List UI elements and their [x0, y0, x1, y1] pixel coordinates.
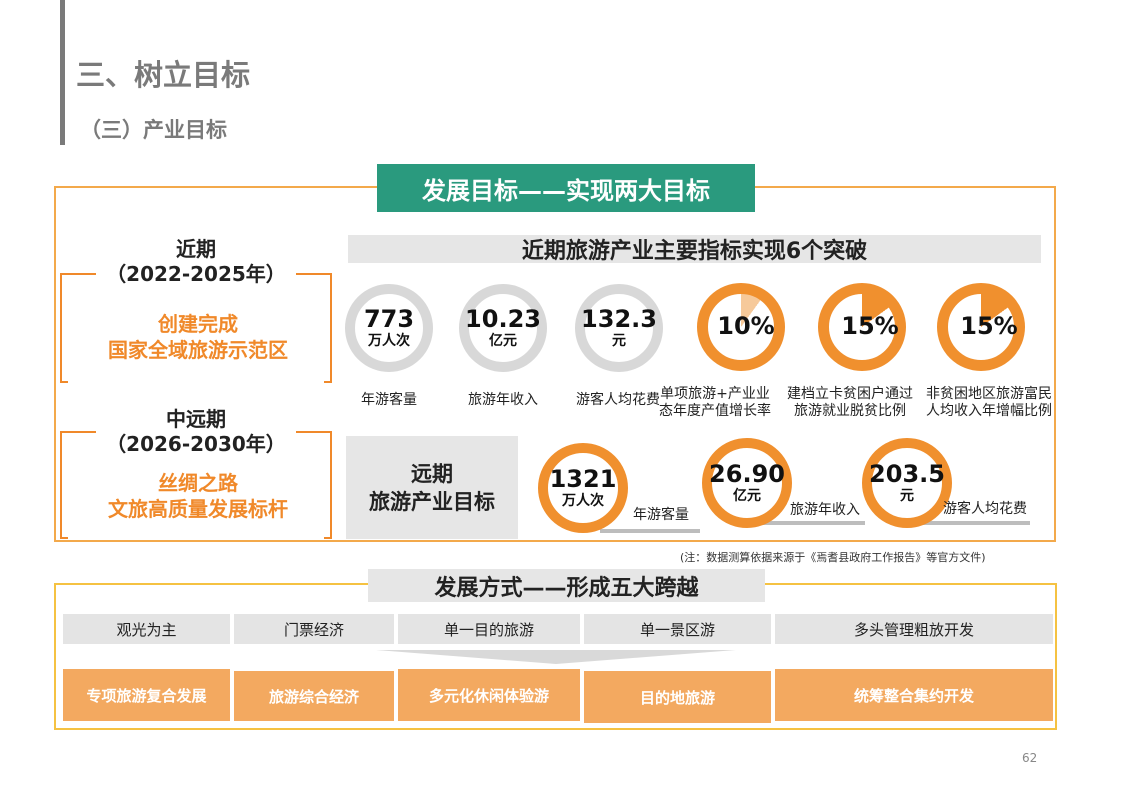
from-item: 多头管理粗放开发: [775, 614, 1053, 644]
far-underline: [905, 521, 1030, 525]
to-item: 统筹整合集约开发: [775, 669, 1053, 721]
metric-value: 26.90: [709, 460, 785, 488]
far-underline: [600, 529, 700, 533]
near-phase-title: 近期: [176, 237, 216, 261]
near-phase-goal-line2: 国家全域旅游示范区: [108, 338, 288, 362]
from-item: 观光为主: [63, 614, 230, 644]
metric-unit: 亿元: [733, 488, 761, 504]
modes-heading: 发展方式——形成五大跨越: [368, 569, 765, 602]
metric-value: 1321: [549, 465, 617, 493]
far-ring-revenue: 26.90 亿元: [702, 438, 792, 528]
metric-label: 旅游年收入: [468, 392, 538, 408]
far-metric-label: 年游客量: [633, 507, 689, 523]
mid-phase-goal-line1: 丝绸之路: [158, 471, 238, 495]
metric-label: 年游客量: [361, 392, 417, 408]
near-phase-goal-line1: 创建完成: [158, 312, 238, 336]
transition-arrow: [376, 650, 736, 664]
metric-unit: 万人次: [368, 333, 410, 349]
far-underline: [745, 521, 865, 525]
far-term-line1: 远期: [411, 461, 453, 486]
to-item: 多元化休闲体验游: [398, 669, 580, 721]
source-note: (注：数据测算依据来源于《焉耆县政府工作报告》等官方文件): [680, 551, 986, 564]
near-phase-period: （2022-2025年）: [106, 262, 286, 286]
metric-unit: 元: [900, 488, 914, 504]
metric-label: 单项旅游+产业业: [660, 386, 770, 402]
far-term-box: 远期 旅游产业目标: [346, 436, 518, 539]
near-bracket-left: [60, 273, 68, 383]
metric-label: 建档立卡贫困户通过: [787, 386, 913, 402]
metric-pie-industry-growth: [697, 283, 785, 371]
metric-value: 773: [363, 305, 415, 333]
mid-phase-goal-line2: 文旅高质量发展标杆: [108, 497, 288, 521]
mid-bracket-right: [324, 431, 332, 539]
metric-ring-revenue: 10.23 亿元: [459, 284, 547, 372]
mid-phase-period: （2026-2030年）: [106, 432, 286, 456]
metric-ring-spending: 132.3 元: [575, 284, 663, 372]
metric-value: 203.5: [869, 460, 945, 488]
near-bracket-line-right: [296, 273, 332, 275]
from-item: 单一目的旅游: [398, 614, 580, 644]
metric-value: 132.3: [581, 305, 657, 333]
near-bracket-right: [324, 273, 332, 383]
header-accent-bar: [60, 0, 65, 145]
metric-value: 15%: [841, 312, 899, 340]
metric-label: 非贫困地区旅游富民: [926, 386, 1052, 402]
metric-unit: 亿元: [489, 333, 517, 349]
metric-value: 10.23: [465, 305, 541, 333]
metric-unit: 元: [612, 333, 626, 349]
mid-bracket-left: [60, 431, 68, 539]
page-subtitle: （三）产业目标: [80, 118, 227, 142]
to-item: 目的地旅游: [584, 671, 771, 723]
metric-pie-poverty-employment: [818, 283, 906, 371]
far-term-line2: 旅游产业目标: [369, 489, 495, 514]
goals-banner: 发展目标——实现两大目标: [377, 164, 755, 212]
metric-pie-income-growth: [937, 283, 1025, 371]
far-metric-label: 旅游年收入: [790, 502, 860, 518]
far-ring-spending: 203.5 元: [862, 438, 952, 528]
near-metrics-heading: 近期旅游产业主要指标实现6个突破: [348, 235, 1041, 264]
far-ring-visitors: 1321 万人次: [538, 443, 628, 533]
metric-label: 态年度产值增长率: [659, 403, 771, 419]
metric-value: 10%: [717, 312, 775, 340]
from-item: 门票经济: [234, 614, 394, 644]
near-bracket-line-left: [60, 273, 96, 275]
from-item: 单一景区游: [584, 614, 771, 644]
metric-ring-visitors: 773 万人次: [345, 284, 433, 372]
page-title: 三、树立目标: [76, 58, 251, 92]
to-item: 专项旅游复合发展: [63, 669, 230, 721]
metric-label: 人均收入年增幅比例: [926, 403, 1052, 419]
mid-bracket-line-right: [296, 431, 332, 433]
metric-label: 旅游就业脱贫比例: [794, 403, 906, 419]
far-metric-label: 游客人均花费: [943, 501, 1027, 517]
metric-label: 游客人均花费: [576, 392, 660, 408]
metric-value: 15%: [960, 312, 1018, 340]
metric-unit: 万人次: [562, 493, 604, 509]
page-number: 62: [1022, 751, 1038, 765]
mid-bracket-line-left: [60, 431, 96, 433]
to-item: 旅游综合经济: [234, 671, 394, 721]
mid-phase-title: 中远期: [166, 407, 226, 431]
